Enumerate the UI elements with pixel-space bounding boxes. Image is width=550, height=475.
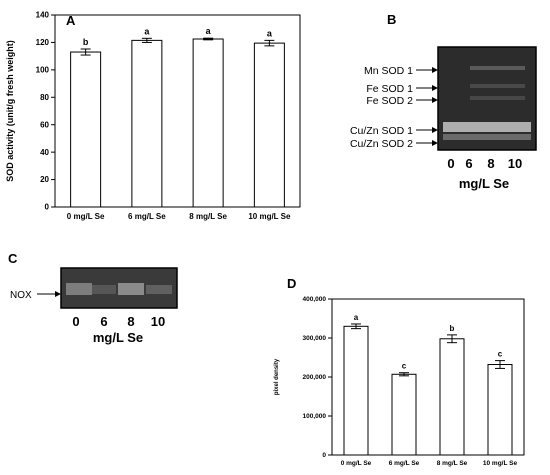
nox-band-lane-6 — [92, 285, 116, 294]
panel-d-bar — [439, 338, 465, 456]
panel-a-y-axis-label: SOD activity (unit/g fresh weight) — [5, 40, 15, 182]
panel-d-y-tick-label: 300,000 — [303, 335, 327, 342]
panel-b-x-label: mg/L Se — [459, 176, 509, 191]
panel-a-y-tick-label: 120 — [36, 38, 50, 47]
panel-b-lane-label: 10 — [508, 156, 522, 171]
panel-a-y-tick-label: 40 — [40, 148, 49, 157]
panel-b-band-arrow-head — [432, 97, 438, 103]
panel-a-bar — [192, 38, 224, 208]
cu-zn-sod-1-band — [443, 122, 531, 132]
panel-b-gel-figure: B Mn SOD 1 Fe SOD 1Fe SOD 2 Cu/Zn SOD 1Cu/… — [350, 12, 537, 191]
panel-a-y-tick-label: 0 — [45, 203, 50, 212]
nox-band-lane-0 — [66, 283, 92, 295]
panel-b-band-arrow-head — [432, 140, 438, 146]
panel-a-y-tick-label: 140 — [36, 11, 50, 20]
fe-sod-1-band — [470, 84, 525, 88]
panel-b-band-label: Fe SOD 2 — [366, 95, 413, 107]
panel-c-gel-bands — [66, 283, 172, 295]
panel-c-x-label: mg/L Se — [93, 330, 143, 345]
panel-c-lane-label: 0 — [72, 314, 79, 329]
panel-a-plot-frame — [54, 14, 301, 208]
panel-a-significance-letter: a — [144, 26, 150, 36]
panel-a-significance-letter: a — [267, 28, 273, 38]
panel-b-band-label: Fe SOD 1 — [366, 83, 413, 95]
panel-a-category-label: 10 mg/L Se — [248, 212, 291, 221]
panel-b-band-label: Mn SOD 1 — [364, 65, 413, 77]
panel-a-category-label: 8 mg/L Se — [189, 212, 227, 221]
panel-d-category-label: 10 mg/L Se — [483, 460, 518, 467]
panel-d-significance-letter: a — [354, 313, 359, 322]
panel-d-y-tick-label: 100,000 — [303, 413, 327, 420]
panel-d-significance-letter: c — [498, 350, 503, 359]
panel-a-bar — [131, 39, 163, 208]
panel-d-significance-letter: c — [402, 362, 407, 371]
panel-a-letter: A — [66, 13, 76, 28]
panel-d-letter: D — [287, 276, 296, 291]
panel-c-gel-figure: C NOX 0 6 8 10 mg/L Se — [8, 251, 178, 345]
nox-band-lane-10 — [146, 285, 172, 294]
panel-b-band-label: Cu/Zn SOD 2 — [350, 138, 413, 150]
panel-a-significance-letter: b — [83, 37, 89, 47]
panel-d-y-tick-label: 400,000 — [303, 296, 327, 303]
panel-d-category-label: 6 mg/L Se — [389, 460, 420, 467]
panel-b-lane-label: 6 — [465, 156, 472, 171]
panel-a-y-tick-label: 80 — [40, 93, 49, 102]
panel-a-chart: A SOD activity (unit/g fresh weight) 0 20… — [5, 11, 301, 221]
panel-c-lane-label: 6 — [100, 314, 107, 329]
panel-d-y-tick-label: 0 — [322, 452, 326, 459]
panel-b-band-label: Cu/Zn SOD 1 — [350, 125, 413, 137]
panel-b-band-arrow-head — [432, 127, 438, 133]
panel-d-bar — [343, 325, 369, 456]
cu-zn-sod-2-band — [443, 134, 531, 140]
panel-b-lane-label: 0 — [447, 156, 454, 171]
panel-a-significance-letter: a — [206, 26, 212, 36]
nox-band-lane-8 — [118, 283, 144, 295]
panel-d-y-tick-label: 200,000 — [303, 374, 327, 381]
panel-b-letter: B — [387, 12, 396, 27]
mn-sod-1-band — [470, 66, 525, 70]
panel-a-bar — [70, 51, 102, 208]
panel-d-bar — [487, 364, 513, 456]
panel-a-category-label: 0 mg/L Se — [67, 212, 105, 221]
panel-a-y-tick-label: 100 — [36, 66, 50, 75]
panel-c-lane-label: 8 — [127, 314, 134, 329]
panel-b-band-arrow-head — [432, 85, 438, 91]
nox-band-label: NOX — [10, 290, 32, 301]
panel-a-y-tick-label: 20 — [40, 175, 49, 184]
panel-c-letter: C — [8, 251, 18, 266]
panel-a-bar — [253, 42, 285, 208]
panel-b-gel-bands — [443, 66, 531, 140]
panel-d-category-label: 0 mg/L Se — [341, 460, 372, 467]
panel-d-significance-letter: b — [450, 324, 455, 333]
fe-sod-2-band — [470, 96, 525, 100]
panel-d-y-axis-label: pixel density — [274, 358, 280, 395]
panel-b-lane-label: 8 — [487, 156, 494, 171]
panel-c-lane-label: 10 — [151, 314, 165, 329]
panel-d-bar — [391, 373, 417, 456]
panel-d-chart: D pixel density 0 100,000 200,000 300,000 40… — [274, 276, 525, 467]
panel-b-band-arrow-head — [432, 67, 438, 73]
panel-a-y-tick-label: 60 — [40, 120, 49, 129]
panel-a-category-label: 6 mg/L Se — [128, 212, 166, 221]
nox-arrow-head — [55, 291, 61, 297]
panel-d-category-label: 8 mg/L Se — [437, 460, 468, 467]
